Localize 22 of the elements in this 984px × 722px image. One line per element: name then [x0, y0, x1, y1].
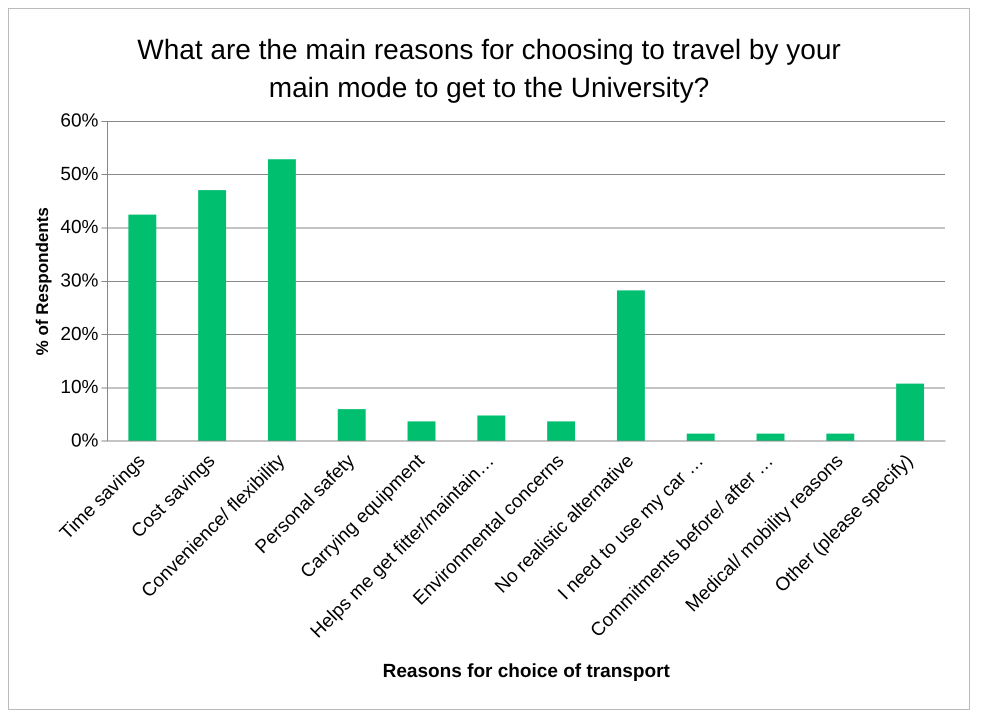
bar	[477, 416, 506, 441]
bar	[128, 214, 156, 441]
bar	[896, 384, 924, 441]
x-axis-title: Reasons for choice of transport	[382, 660, 670, 682]
y-tick-label: 60%	[60, 110, 99, 132]
bar	[756, 434, 784, 441]
y-axis-title: % of Respondents	[32, 207, 52, 356]
bar	[547, 421, 576, 441]
y-tick-label: 50%	[60, 164, 99, 185]
y-tick-label: 0%	[70, 430, 99, 452]
bar	[268, 159, 296, 441]
bar	[686, 434, 715, 441]
bar	[198, 190, 226, 441]
bar	[826, 434, 854, 441]
y-tick-label: 30%	[60, 270, 99, 292]
bar	[338, 409, 366, 441]
y-tick-label: 40%	[60, 217, 99, 238]
y-tick-label: 20%	[60, 324, 99, 345]
chart-title: What are the main reasons for choosing to travel by your main mode to get to the University?	[136, 33, 842, 105]
bar	[408, 421, 436, 441]
bar	[616, 290, 645, 441]
y-tick-label: 10%	[60, 377, 99, 398]
